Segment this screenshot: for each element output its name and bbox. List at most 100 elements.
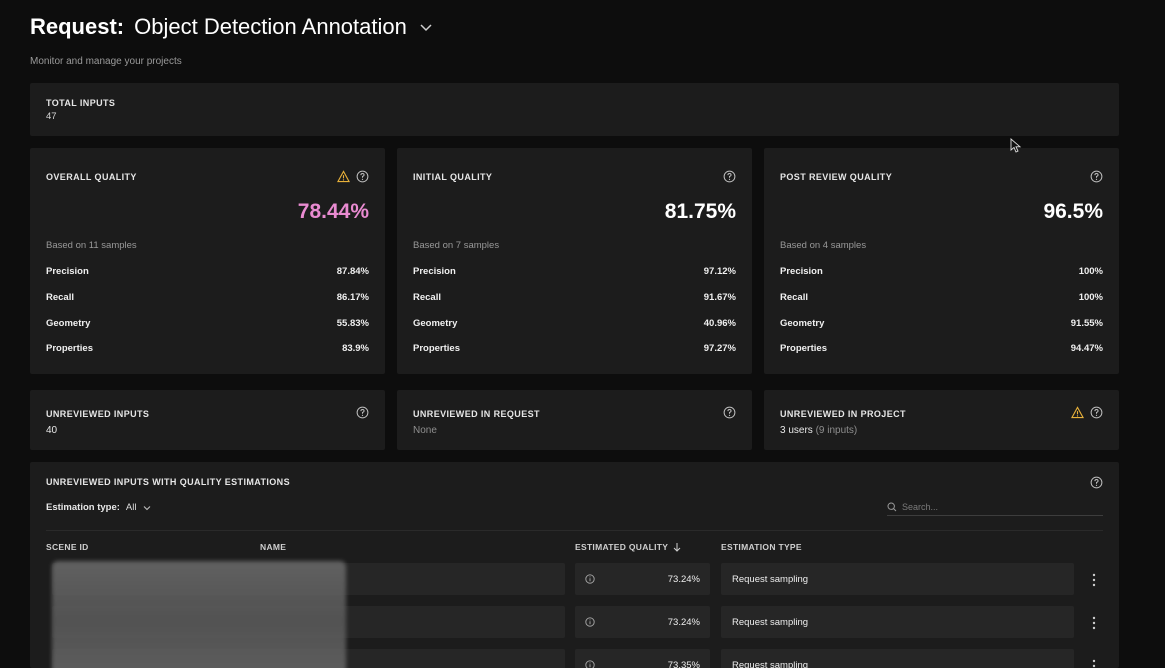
metric-label: Geometry [413, 318, 458, 329]
column-header-estimation-type[interactable]: ESTIMATION TYPE [721, 542, 802, 552]
metric-row-recall: Recall 86.17% [46, 292, 369, 303]
unreviewed-in-project-value: 3 users (9 inputs) [780, 425, 857, 436]
column-header-name[interactable]: NAME [260, 542, 287, 552]
total-inputs-label: TOTAL INPUTS [46, 98, 116, 108]
metric-label: Recall [46, 292, 74, 303]
metric-label: Recall [780, 292, 808, 303]
initial-quality-value: 81.75% [664, 200, 736, 223]
column-header-scene-id[interactable]: SCENE ID [46, 542, 89, 552]
metric-label: Properties [46, 343, 93, 354]
page-header: Request: Object Detection Annotation [30, 14, 433, 40]
help-icon[interactable] [1090, 170, 1103, 183]
help-icon[interactable] [356, 170, 369, 183]
help-icon[interactable] [723, 170, 736, 183]
unreviewed-in-project-card: UNREVIEWED IN PROJECT 3 users (9 inputs) [764, 390, 1119, 450]
help-icon[interactable] [1090, 406, 1103, 419]
kebab-icon[interactable] [1090, 572, 1098, 588]
request-title-selector[interactable]: Object Detection Annotation [134, 14, 407, 39]
metric-row-geometry: Geometry 91.55% [780, 318, 1103, 329]
info-icon[interactable] [585, 660, 595, 668]
metric-value: 40.96% [703, 318, 736, 329]
metric-row-precision: Precision 97.12% [413, 266, 736, 277]
metric-value: 94.47% [1070, 343, 1103, 354]
help-icon[interactable] [1090, 476, 1103, 489]
column-header-label: ESTIMATED QUALITY [575, 542, 669, 552]
quality-value: 73.24% [667, 573, 700, 585]
overall-quality-card: OVERALL QUALITY 78.44% Based on 11 sampl… [30, 148, 385, 374]
users-count: 3 users [780, 425, 813, 436]
metric-value: 87.84% [336, 266, 369, 277]
type-cell: Request sampling [721, 563, 1074, 595]
help-icon[interactable] [356, 406, 369, 419]
page-subtitle: Monitor and manage your projects [30, 56, 182, 67]
warning-icon[interactable] [337, 170, 350, 183]
kebab-icon[interactable] [1090, 658, 1098, 668]
sort-down-icon[interactable] [672, 542, 682, 552]
quality-cell: 73.24% [575, 606, 710, 638]
metric-value: 97.27% [703, 343, 736, 354]
metric-value: 100% [1078, 292, 1103, 303]
column-header-estimated-quality[interactable]: ESTIMATED QUALITY [575, 542, 682, 552]
post-review-quality-based-on: Based on 4 samples [780, 240, 867, 251]
search-input[interactable] [902, 501, 1092, 512]
unreviewed-inputs-card: UNREVIEWED INPUTS 40 [30, 390, 385, 450]
estimation-type-filter[interactable]: Estimation type: All [46, 502, 152, 513]
metric-value: 55.83% [336, 318, 369, 329]
overall-quality-label: OVERALL QUALITY [46, 172, 137, 182]
metric-label: Precision [46, 266, 89, 277]
metric-value: 86.17% [336, 292, 369, 303]
unreviewed-in-project-label: UNREVIEWED IN PROJECT [780, 409, 906, 419]
warning-icon[interactable] [1071, 406, 1084, 419]
quality-cell: 73.24% [575, 563, 710, 595]
unreviewed-in-request-value: None [413, 425, 437, 436]
metric-value: 97.12% [703, 266, 736, 277]
metric-row-properties: Properties 97.27% [413, 343, 736, 354]
metric-row-recall: Recall 100% [780, 292, 1103, 303]
type-cell: Request sampling [721, 606, 1074, 638]
metric-label: Properties [780, 343, 827, 354]
type-cell: Request sampling [721, 649, 1074, 668]
type-value: Request sampling [732, 616, 809, 628]
unreviewed-inputs-label: UNREVIEWED INPUTS [46, 409, 150, 419]
filter-value[interactable]: All [125, 502, 137, 513]
metric-row-properties: Properties 94.47% [780, 343, 1103, 354]
metric-row-properties: Properties 83.9% [46, 343, 369, 354]
type-value: Request sampling [732, 573, 809, 585]
post-review-quality-label: POST REVIEW QUALITY [780, 172, 893, 182]
metric-row-geometry: Geometry 40.96% [413, 318, 736, 329]
chevron-down-icon[interactable] [419, 20, 433, 34]
quality-estimations-table-card: UNREVIEWED INPUTS WITH QUALITY ESTIMATIO… [30, 462, 1119, 668]
filter-label: Estimation type: [46, 502, 120, 513]
metric-label: Precision [780, 266, 823, 277]
table-title: UNREVIEWED INPUTS WITH QUALITY ESTIMATIO… [46, 477, 290, 487]
help-icon[interactable] [723, 406, 736, 419]
quality-value: 73.35% [667, 659, 700, 668]
kebab-icon[interactable] [1090, 615, 1098, 631]
metric-value: 100% [1078, 266, 1103, 277]
metric-row-geometry: Geometry 55.83% [46, 318, 369, 329]
info-icon[interactable] [585, 617, 595, 627]
metric-label: Precision [413, 266, 456, 277]
search-icon [887, 501, 897, 511]
post-review-quality-value: 96.5% [1043, 200, 1103, 223]
initial-quality-based-on: Based on 7 samples [413, 240, 500, 251]
inputs-count: (9 inputs) [815, 425, 858, 436]
info-icon[interactable] [585, 574, 595, 584]
chevron-down-icon[interactable] [142, 503, 152, 513]
metric-row-precision: Precision 87.84% [46, 266, 369, 277]
initial-quality-label: INITIAL QUALITY [413, 172, 493, 182]
unreviewed-in-request-card: UNREVIEWED IN REQUEST None [397, 390, 752, 450]
search-field[interactable] [887, 498, 1103, 516]
metric-label: Geometry [46, 318, 91, 329]
metric-label: Recall [413, 292, 441, 303]
quality-cell: 73.35% [575, 649, 710, 668]
total-inputs-card: TOTAL INPUTS 47 [30, 83, 1119, 136]
cursor-icon [1010, 138, 1022, 153]
unreviewed-in-request-label: UNREVIEWED IN REQUEST [413, 409, 540, 419]
metric-value: 83.9% [342, 343, 369, 354]
unreviewed-inputs-value: 40 [46, 425, 58, 436]
table-divider [46, 530, 1103, 531]
metric-row-recall: Recall 91.67% [413, 292, 736, 303]
metric-value: 91.67% [703, 292, 736, 303]
